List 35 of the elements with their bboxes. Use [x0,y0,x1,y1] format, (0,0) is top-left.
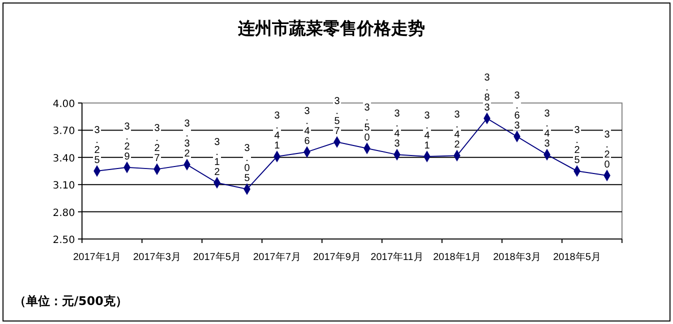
x-tick-label: 2017年1月 [73,251,121,263]
data-label: 3.83 [484,72,490,114]
x-tick-label: 2017年3月 [133,251,181,263]
data-label: 3.41 [274,110,280,152]
x-tick-label: 2017年11月 [370,251,424,263]
data-label: 3.43 [544,108,550,150]
data-label: 3.41 [424,110,430,152]
data-label: 3.12 [214,136,220,178]
data-label: 3.20 [604,130,610,171]
data-label: 3.05 [244,143,250,184]
y-tick-label: 3.70 [52,126,75,138]
data-label: 3.57 [334,96,340,137]
y-tick-label: 3.10 [52,180,75,192]
data-label: 3.32 [184,118,190,160]
y-tick-label: 2.50 [52,235,75,246]
chart-title: 连州市蔬菜零售价格走势 [237,19,425,39]
data-label: 3.63 [514,90,520,132]
data-label: 3.25 [94,125,100,166]
y-tick-label: 2.80 [52,208,75,219]
data-label: 3.29 [124,121,130,162]
y-tick-label: 4.00 [52,99,75,110]
data-label: 3.43 [394,108,400,150]
data-label: 3.46 [304,106,310,147]
data-label: 3.27 [154,123,160,164]
x-tick-label: 2018年1月 [433,251,481,263]
x-tick-label: 2017年5月 [193,251,241,263]
x-tick-label: 2017年7月 [253,251,301,263]
x-tick-label: 2017年9月 [313,251,361,263]
x-tick-label: 2018年5月 [553,251,601,263]
y-tick-label: 3.40 [52,153,75,164]
data-label: 3.50 [364,102,370,144]
text: （单位：元/500克） [14,294,128,308]
data-label: 3.42 [454,110,460,151]
x-tick-label: 2018年3月 [493,251,541,263]
data-label: 3.25 [574,125,580,166]
